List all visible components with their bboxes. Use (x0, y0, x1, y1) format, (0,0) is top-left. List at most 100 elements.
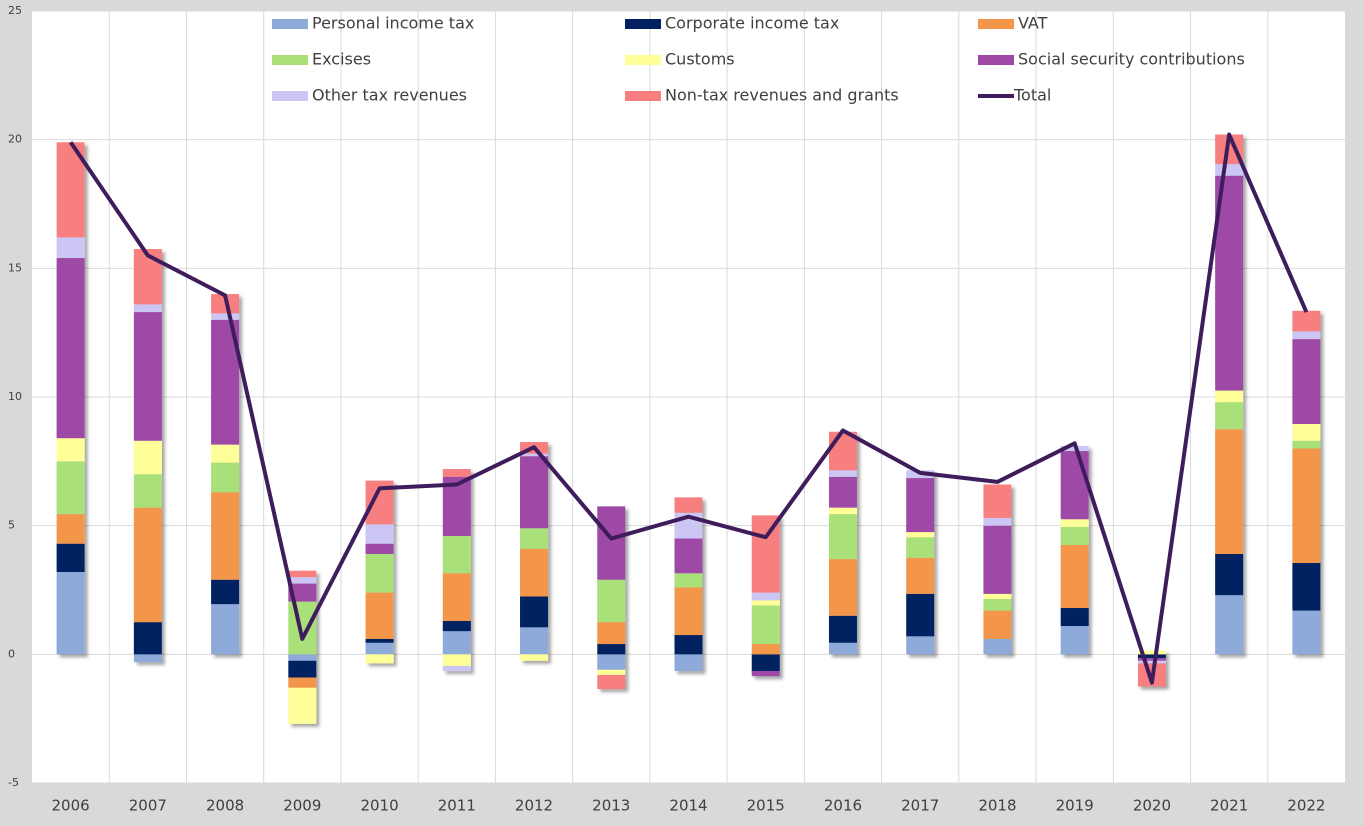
bar-segment (133, 304, 162, 313)
bar-segment (442, 535, 471, 574)
bar-segment (442, 654, 471, 666)
bar-segment (1060, 626, 1089, 655)
bar-segment (674, 573, 703, 588)
x-tick-label: 2020 (1133, 797, 1171, 815)
x-tick-label: 2011 (438, 797, 476, 815)
bar-segment (828, 470, 857, 477)
bar-segment (442, 620, 471, 632)
bar-segment (442, 665, 471, 672)
bar-segment (365, 524, 394, 544)
bar-segment (1292, 440, 1321, 449)
bar-segment (133, 507, 162, 623)
bar-segment (1060, 544, 1089, 609)
legend-swatch (272, 55, 308, 65)
y-tick-label: 15 (8, 261, 22, 274)
bar-segment (1060, 519, 1089, 527)
bar-segment (828, 559, 857, 616)
legend-swatch (625, 91, 661, 101)
x-tick-label: 2008 (206, 797, 244, 815)
bar-segment (56, 258, 85, 439)
bar-segment (983, 517, 1012, 526)
bar-segment (906, 593, 935, 637)
bar-segment (211, 492, 240, 580)
bar-segment (520, 548, 549, 597)
y-tick-label: 10 (8, 390, 22, 403)
bar-segment (56, 461, 85, 515)
bar-segment (520, 627, 549, 655)
bar-segment (983, 599, 1012, 611)
x-tick-label: 2006 (52, 797, 90, 815)
bar-segment (288, 601, 317, 655)
bar-segment (1292, 339, 1321, 425)
x-tick-label: 2019 (1056, 797, 1094, 815)
bar-segment (211, 579, 240, 605)
bar-segment (520, 528, 549, 549)
bar-segment (365, 553, 394, 593)
bar-segment (56, 571, 85, 655)
bar-segment (1292, 448, 1321, 563)
y-tick-label: -5 (8, 776, 19, 789)
bar-segment (983, 638, 1012, 655)
bar-segment (1137, 654, 1166, 659)
legend-label: Customs (665, 50, 735, 69)
legend-label: VAT (1018, 14, 1048, 33)
legend-swatch (625, 19, 661, 29)
bar-segment (1215, 164, 1244, 176)
bar-segment (1060, 451, 1089, 520)
bar-segment (520, 596, 549, 628)
bar-segment (1215, 553, 1244, 596)
total-line (68, 132, 1309, 685)
bar-segment (1292, 424, 1321, 441)
y-tick-label: 0 (8, 647, 15, 660)
bar-segment (983, 593, 1012, 600)
bar-segment (674, 587, 703, 636)
legend-swatch (625, 55, 661, 65)
bar-segment (674, 497, 703, 513)
bar-segment (56, 438, 85, 462)
bar-segment (133, 474, 162, 508)
bar-segment (674, 654, 703, 672)
bar-segment (751, 600, 780, 606)
bar-segment (56, 237, 85, 259)
bar-segment (828, 431, 857, 471)
bar-segment (828, 507, 857, 515)
bar-segment (983, 610, 1012, 639)
bar-segment (906, 532, 935, 538)
bar-segment (597, 644, 626, 655)
bar-segment (597, 622, 626, 645)
y-tick-label: 20 (8, 133, 22, 146)
bar-segment (365, 638, 394, 643)
bar-segment (828, 642, 857, 655)
bar-segment (520, 456, 549, 529)
bar-segment (56, 514, 85, 544)
bar-segment (288, 660, 317, 678)
bar-segment (365, 642, 394, 655)
x-tick-label: 2009 (283, 797, 321, 815)
x-tick-label: 2013 (592, 797, 630, 815)
bar-segment (1137, 650, 1166, 655)
bar-segment (751, 592, 780, 601)
bar-segment (597, 654, 626, 670)
x-tick-label: 2014 (669, 797, 707, 815)
y-tick-label: 25 (8, 4, 22, 17)
bar-segment (365, 592, 394, 639)
bar-segment (288, 577, 317, 584)
x-tick-label: 2007 (129, 797, 167, 815)
bar-segment (133, 440, 162, 475)
x-tick-label: 2016 (824, 797, 862, 815)
legend-label: Non-tax revenues and grants (665, 86, 899, 105)
bar-segment (1292, 331, 1321, 340)
bar-segment (288, 583, 317, 602)
bar-segment (211, 313, 240, 320)
bar-segment (828, 514, 857, 560)
bar-segment (751, 654, 780, 672)
x-tick-label: 2021 (1210, 797, 1248, 815)
legend-label: Personal income tax (312, 14, 474, 33)
legend-swatch (978, 55, 1014, 65)
bar-segment (520, 654, 549, 661)
bar-segment (1215, 390, 1244, 403)
bar-segment (1292, 562, 1321, 611)
legend-label: Other tax revenues (312, 86, 467, 105)
legend-swatch (978, 19, 1014, 29)
x-tick-label: 2015 (747, 797, 785, 815)
